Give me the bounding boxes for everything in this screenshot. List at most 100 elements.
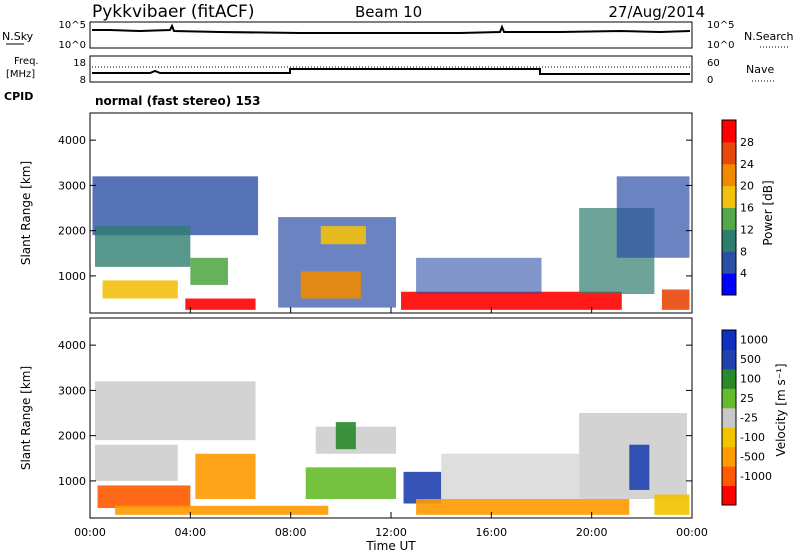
freq-label-line2: [MHz] xyxy=(6,69,35,80)
nsky-label: N.Sky xyxy=(2,30,34,43)
colorbar-segment xyxy=(722,485,736,506)
colorbar-tick-label: -1000 xyxy=(740,470,772,483)
freq-trace xyxy=(92,68,690,75)
y-tick-label: 1000 xyxy=(58,475,86,488)
echo-cell xyxy=(102,280,178,299)
echo-cell xyxy=(401,291,622,310)
colorbar-tick-label: -100 xyxy=(740,431,765,444)
echo-cell xyxy=(335,422,356,450)
colorbar-tick-label: -500 xyxy=(740,450,765,463)
x-tick-label: 12:00 xyxy=(375,526,407,539)
y-tick-label: 2000 xyxy=(58,430,86,443)
echo-cell xyxy=(305,467,397,499)
echo-cell xyxy=(616,176,690,258)
date-title: 27/Aug/2014 xyxy=(608,3,705,21)
colorbar-tick-label: 24 xyxy=(740,158,754,171)
echo-cell xyxy=(92,176,259,236)
velocity-panel: 1000 2000 3000 4000 Slant Range [km] 1000 50… xyxy=(19,307,788,553)
colorbar-segment xyxy=(722,163,736,187)
x-tick-label: 16:00 xyxy=(475,526,507,539)
colorbar-segment xyxy=(722,330,736,350)
nave-label: Nave xyxy=(746,63,774,76)
cpid-label: CPID xyxy=(4,90,33,103)
colorbar-frame xyxy=(721,119,737,296)
echo-cell xyxy=(441,453,580,499)
power-data xyxy=(92,176,690,310)
power-colorbar-label: Power [dB] xyxy=(761,180,775,245)
nave-tick-top: 60 xyxy=(707,58,720,69)
colorbar-tick-label: 25 xyxy=(740,392,754,405)
colorbar-tick-label: -25 xyxy=(740,412,758,425)
power-colorbar: 4 8 12 16 20 24 28 xyxy=(721,119,754,296)
nave-tick-bottom: 0 xyxy=(707,75,713,86)
beam-title: Beam 10 xyxy=(355,3,422,21)
freq-tick-top: 18 xyxy=(73,58,86,69)
title-bar: Pykkvibaer (fitACF) Beam 10 27/Aug/2014 xyxy=(92,2,705,22)
nsearch-tick-bottom: 10^0 xyxy=(707,40,734,51)
nsky-trace xyxy=(92,23,691,34)
colorbar-segment xyxy=(722,207,736,230)
power-panel: 1000 2000 3000 4000 Slant Range [km] 4 8 12 16… xyxy=(19,112,775,314)
velocity-xlabel: Time UT xyxy=(365,539,416,553)
x-tick-label: 00:00 xyxy=(676,526,708,539)
x-tick-label: 00:00 xyxy=(74,526,106,539)
y-tick-label: 3000 xyxy=(58,179,86,192)
echo-cell xyxy=(95,381,256,441)
colorbar-tick-label: 1000 xyxy=(740,334,768,347)
echo-cell xyxy=(654,494,690,515)
power-ylabel: Slant Range [km] xyxy=(19,161,33,265)
colorbar-segment xyxy=(722,273,736,296)
colorbar-tick-label: 20 xyxy=(740,180,754,193)
station-title: Pykkvibaer (fitACF) xyxy=(92,2,254,22)
echo-cell xyxy=(661,289,690,310)
echo-cell xyxy=(629,444,650,490)
y-tick-label: 4000 xyxy=(58,134,86,147)
power-y-ticks: 1000 2000 3000 4000 xyxy=(58,134,692,283)
y-tick-label: 2000 xyxy=(58,225,86,238)
echo-cell xyxy=(320,226,366,245)
x-tick-label: 08:00 xyxy=(275,526,307,539)
echo-cell xyxy=(95,444,178,481)
echo-cell xyxy=(416,498,630,515)
freq-tick-bottom: 8 xyxy=(80,75,86,86)
colorbar-segment xyxy=(722,388,736,409)
colorbar-segment xyxy=(722,251,736,274)
y-tick-label: 1000 xyxy=(58,270,86,283)
nsky-panel: N.Sky 10^5 10^0 10^5 10^0 N.Search xyxy=(2,20,794,51)
velocity-colorbar: 1000 500 100 25 -25 -100 -500 -1000 xyxy=(721,329,772,506)
colorbar-segment xyxy=(722,368,736,389)
colorbar-segment xyxy=(722,185,736,208)
colorbar-tick-label: 100 xyxy=(740,373,761,386)
echo-cell xyxy=(115,505,329,515)
echo-cell xyxy=(95,226,191,267)
echo-cell xyxy=(185,298,256,310)
velocity-colorbar-label: Velocity [m s⁻¹] xyxy=(774,363,788,456)
x-tick-label: 04:00 xyxy=(174,526,206,539)
velocity-ylabel: Slant Range [km] xyxy=(19,366,33,470)
echo-cell xyxy=(403,471,442,504)
colorbar-segment xyxy=(722,427,736,448)
nsearch-tick-top: 10^5 xyxy=(707,20,734,31)
echo-cell xyxy=(300,271,361,299)
nsky-tick-top: 10^5 xyxy=(59,20,86,31)
echo-cell xyxy=(416,257,542,294)
colorbar-segment xyxy=(722,229,736,252)
freq-label-line1: Freq. xyxy=(14,56,39,67)
y-tick-label: 4000 xyxy=(58,339,86,352)
velocity-y-ticks: 1000 2000 3000 4000 xyxy=(58,339,692,488)
velocity-data xyxy=(95,381,690,515)
colorbar-tick-label: 8 xyxy=(740,245,747,258)
colorbar-segment xyxy=(722,349,736,370)
nsky-tick-bottom: 10^0 xyxy=(59,40,86,51)
y-tick-label: 3000 xyxy=(58,384,86,397)
echo-cell xyxy=(190,257,228,285)
colorbar-segment xyxy=(722,466,736,487)
colorbar-segment xyxy=(722,141,736,165)
echo-cell xyxy=(97,485,191,509)
freq-frame xyxy=(89,55,693,83)
x-tick-label: 20:00 xyxy=(576,526,608,539)
velocity-x-ticks: 00:00 04:00 08:00 12:00 16:00 20:00 00:00 xyxy=(74,307,708,539)
freq-panel: Freq. [MHz] 18 8 60 0 Nave CPID normal (… xyxy=(4,55,776,108)
colorbar-tick-label: 28 xyxy=(740,136,754,149)
